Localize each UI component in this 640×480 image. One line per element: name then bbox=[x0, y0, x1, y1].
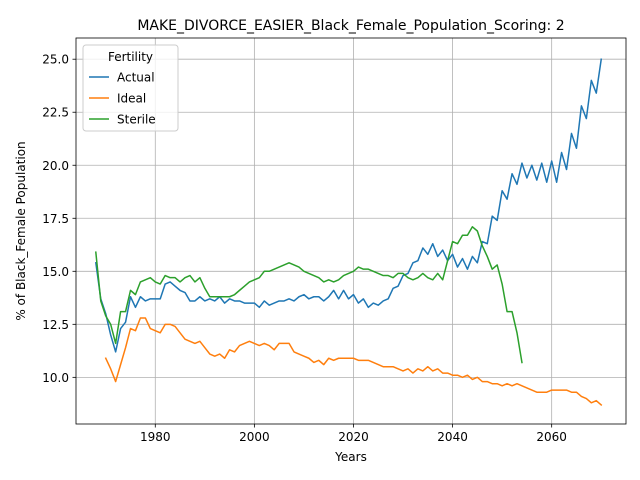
legend-box bbox=[82, 44, 179, 132]
legend-title: Fertility bbox=[108, 50, 153, 64]
series-line-sterile bbox=[94, 226, 523, 364]
legend-entries: Actual Ideal Sterile bbox=[89, 71, 156, 127]
y-axis-ticks: 10.0 12.5 15.0 17.5 20.0 22.5 25.0 bbox=[42, 53, 76, 385]
plot-frame bbox=[75, 37, 627, 425]
x-tick-label: 2060 bbox=[536, 430, 567, 444]
series-line-ideal bbox=[104, 317, 603, 406]
y-axis-label: % of Black_Female Population bbox=[14, 141, 28, 320]
y-tick-label: 12.5 bbox=[42, 318, 69, 332]
legend-label-actual: Actual bbox=[117, 71, 155, 85]
legend-label-ideal: Ideal bbox=[117, 92, 146, 106]
y-tick-label: 22.5 bbox=[42, 106, 69, 120]
legend-label-sterile: Sterile bbox=[117, 113, 156, 127]
y-tick-label: 17.5 bbox=[42, 212, 69, 226]
x-tick-label: 2020 bbox=[338, 430, 369, 444]
x-axis-ticks: 1980 2000 2020 2040 2060 bbox=[140, 424, 567, 444]
x-axis-label: Years bbox=[334, 450, 367, 464]
chart-title: MAKE_DIVORCE_EASIER_Black_Female_Populat… bbox=[137, 18, 564, 34]
y-tick-label: 20.0 bbox=[42, 159, 69, 173]
y-tick-label: 25.0 bbox=[42, 53, 69, 67]
legend: Fertility Actual Ideal Sterile bbox=[82, 44, 179, 132]
y-tick-label: 10.0 bbox=[42, 371, 69, 385]
x-tick-label: 2040 bbox=[437, 430, 468, 444]
grid bbox=[76, 38, 626, 424]
x-tick-label: 1980 bbox=[140, 430, 171, 444]
y-tick-label: 15.0 bbox=[42, 265, 69, 279]
x-tick-label: 2000 bbox=[239, 430, 270, 444]
series-line-actual bbox=[94, 58, 603, 353]
series-lines bbox=[94, 58, 603, 406]
